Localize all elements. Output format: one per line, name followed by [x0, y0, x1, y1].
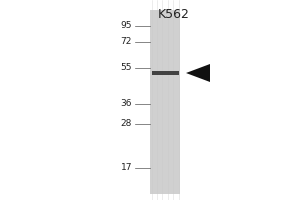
Polygon shape: [186, 64, 210, 82]
Text: 95: 95: [121, 21, 132, 30]
Text: K562: K562: [158, 8, 190, 21]
Text: 55: 55: [121, 64, 132, 72]
Text: 28: 28: [121, 119, 132, 129]
Text: 72: 72: [121, 38, 132, 46]
Bar: [152, 71, 178, 75]
Bar: [150, 10, 180, 194]
Text: 36: 36: [121, 99, 132, 108]
Text: 17: 17: [121, 164, 132, 172]
